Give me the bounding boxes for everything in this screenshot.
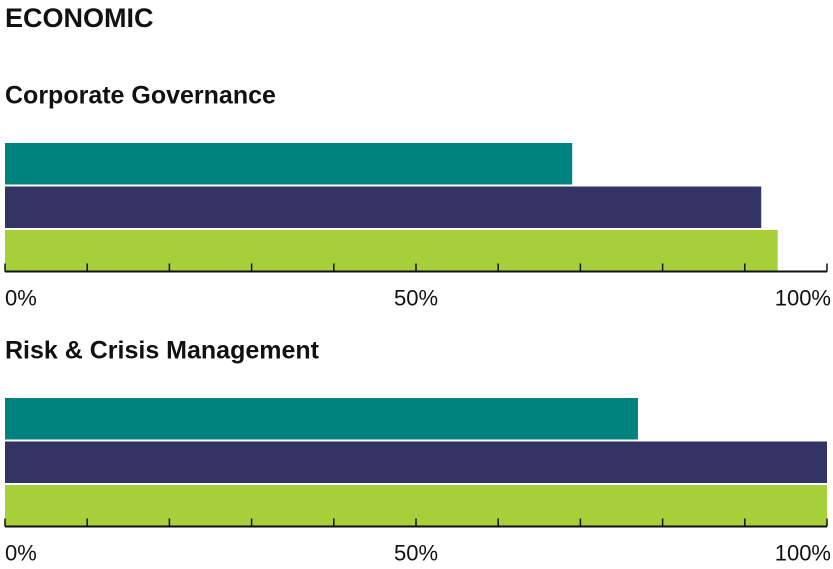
- chart-title: Corporate Governance: [5, 82, 276, 110]
- x-tick-label: 0%: [5, 540, 37, 565]
- x-tick-label: 100%: [775, 285, 831, 310]
- page-title: ECONOMIC: [5, 3, 154, 33]
- x-tick-label: 100%: [775, 540, 831, 565]
- bar: [5, 186, 762, 228]
- bar: [5, 230, 778, 272]
- bar: [5, 441, 827, 483]
- chart-title: Risk & Crisis Management: [5, 337, 320, 365]
- x-tick-label: 0%: [5, 285, 37, 310]
- bar: [5, 143, 573, 185]
- bar: [5, 398, 638, 440]
- x-tick-label: 50%: [394, 540, 438, 565]
- x-tick-label: 50%: [394, 285, 438, 310]
